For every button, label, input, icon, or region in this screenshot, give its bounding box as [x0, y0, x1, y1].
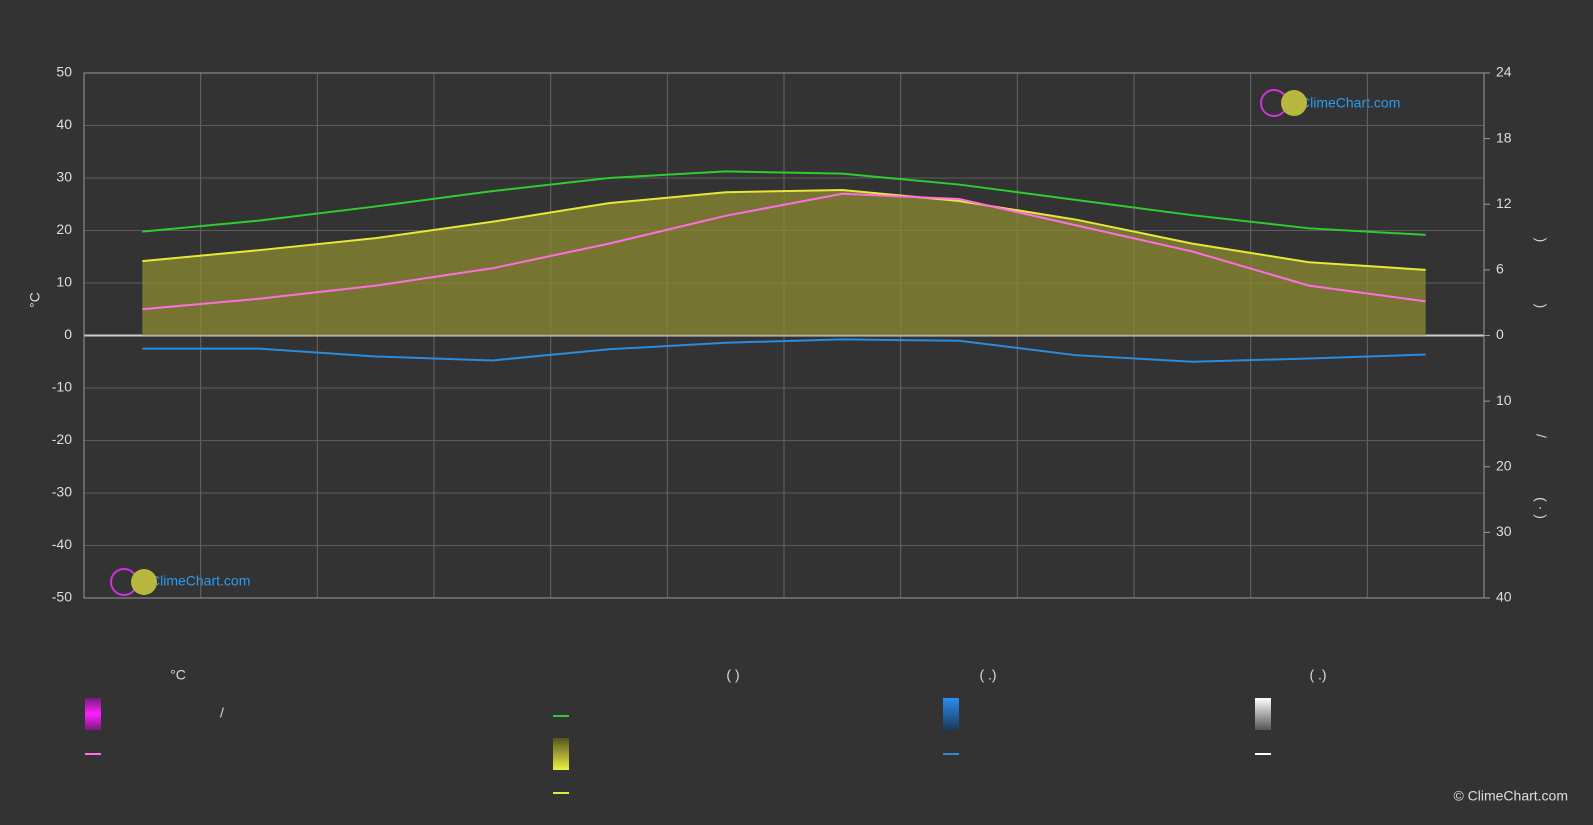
y2-tick-label: 24 [1496, 64, 1512, 80]
watermark: ClimeChart.com [1300, 95, 1400, 111]
y-tick-label: 50 [56, 64, 72, 80]
legend-header: ( .) [1309, 667, 1326, 683]
legend-header: ( ) [726, 667, 739, 683]
series-line [142, 338, 1426, 363]
series-line [142, 192, 1426, 311]
series-line [142, 170, 1426, 236]
y-tick-label: -30 [52, 484, 72, 500]
y-tick-label: -50 [52, 589, 72, 605]
y3-tick-label: 40 [1496, 589, 1512, 605]
y-tick-label: 40 [56, 116, 72, 132]
y2-axis-label: ) [1533, 238, 1549, 243]
y2-axis-label: ) [1533, 304, 1549, 309]
y3-tick-label: 20 [1496, 457, 1512, 473]
y2-axis-label: ( · ) [1533, 497, 1549, 519]
y2-tick-label: 18 [1496, 129, 1512, 145]
y2-axis-label: / [1533, 434, 1549, 438]
y3-tick-label: 30 [1496, 523, 1512, 539]
y-axis-label: °C [27, 292, 43, 308]
plot-frame [83, 72, 1485, 599]
copyright: © ClimeChart.com [1453, 788, 1568, 804]
y-tick-label: 10 [56, 274, 72, 290]
series-line [142, 189, 1426, 271]
legend-swatches [85, 698, 1271, 794]
y-tick-label: -10 [52, 379, 72, 395]
y-tick-label: 0 [64, 326, 72, 342]
y-tick-label: 20 [56, 221, 72, 237]
y-tick-label: 30 [56, 169, 72, 185]
legend-text: / [220, 705, 224, 721]
legend-header: °C [170, 667, 186, 683]
y2-tick-label: 6 [1496, 261, 1504, 277]
y-tick-label: -20 [52, 431, 72, 447]
y2-tick-label: 12 [1496, 195, 1512, 211]
y2-tick-label: 0 [1496, 326, 1504, 342]
y3-tick-label: 10 [1496, 392, 1512, 408]
y-tick-label: -40 [52, 536, 72, 552]
legend-header: ( .) [979, 667, 996, 683]
logo [110, 89, 1307, 596]
